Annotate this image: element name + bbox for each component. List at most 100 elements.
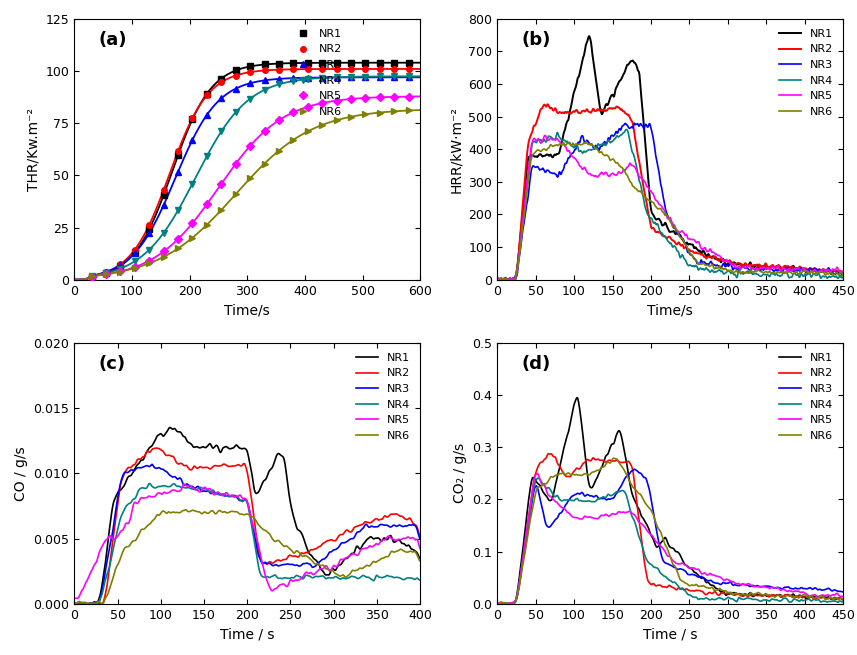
NR4 <box>116 265 126 272</box>
Line: NR3: NR3 <box>75 464 420 604</box>
NR1 <box>572 394 583 402</box>
NR4 <box>762 596 772 604</box>
NR3 <box>332 73 342 81</box>
NR4 <box>144 246 154 253</box>
NR6 <box>90 600 100 608</box>
NR3 <box>360 73 370 81</box>
NR2 <box>101 268 111 276</box>
NR6 <box>838 597 848 605</box>
NR1 <box>368 534 378 542</box>
NR2 <box>279 555 290 563</box>
Y-axis label: HRR/kW·m⁻²: HRR/kW·m⁻² <box>449 106 463 193</box>
NR4 <box>389 73 399 81</box>
NR6 <box>404 107 414 115</box>
NR3 <box>528 162 538 170</box>
Line: NR2: NR2 <box>497 104 843 280</box>
NR5 <box>288 108 298 116</box>
NR4 <box>632 527 643 535</box>
NR5 <box>332 97 342 105</box>
NR4 <box>528 138 538 146</box>
NR2 <box>90 599 100 607</box>
Text: (c): (c) <box>99 355 126 373</box>
NR5 <box>333 562 343 570</box>
NR3 <box>70 600 81 608</box>
NR6 <box>173 244 183 252</box>
NR3 <box>291 561 301 569</box>
NR5 <box>280 582 291 590</box>
NR3 <box>368 523 378 531</box>
NR1 <box>645 200 656 208</box>
NR1 <box>303 59 313 67</box>
NR2 <box>245 68 255 76</box>
NR1 <box>584 32 594 40</box>
NR1 <box>360 59 370 67</box>
NR1 <box>415 555 425 563</box>
NR3 <box>288 74 298 82</box>
NR3 <box>260 77 270 84</box>
NR3 <box>769 584 779 592</box>
Line: NR6: NR6 <box>75 510 420 604</box>
NR5 <box>91 559 101 567</box>
NR5 <box>303 103 313 111</box>
Line: NR4: NR4 <box>497 478 843 604</box>
NR3 <box>629 119 639 127</box>
NR2 <box>838 269 848 277</box>
NR6 <box>303 128 313 136</box>
Line: NR2: NR2 <box>497 454 843 604</box>
NR1 <box>129 248 140 256</box>
NR1 <box>528 474 538 481</box>
NR6 <box>260 160 270 168</box>
NR4 <box>216 128 226 136</box>
NR2 <box>173 147 183 155</box>
NR2 <box>332 534 342 542</box>
NR2 <box>730 260 740 268</box>
Line: NR5: NR5 <box>497 136 843 280</box>
NR3 <box>528 493 538 500</box>
NR5 <box>838 269 848 276</box>
NR2 <box>769 262 779 270</box>
NR3 <box>645 121 656 129</box>
NR2 <box>404 65 414 73</box>
NR3 <box>333 544 343 552</box>
NR5 <box>360 94 370 102</box>
NR2 <box>151 444 161 452</box>
Text: (d): (d) <box>521 355 551 373</box>
Line: NR1: NR1 <box>75 428 420 604</box>
NR4 <box>632 170 643 178</box>
NR4 <box>375 73 385 81</box>
NR2 <box>201 92 212 100</box>
NR1 <box>288 59 298 67</box>
NR1 <box>159 191 169 199</box>
NR3 <box>389 73 399 81</box>
NR1 <box>91 599 101 607</box>
NR6 <box>527 505 537 513</box>
NR4 <box>231 108 241 116</box>
NR6 <box>69 600 80 608</box>
NR6 <box>838 272 848 280</box>
NR5 <box>763 584 773 591</box>
NR4 <box>290 572 300 580</box>
NR2 <box>492 600 502 608</box>
NR2 <box>303 66 313 73</box>
NR4 <box>492 600 502 608</box>
NR4 <box>763 271 773 278</box>
NR6 <box>762 591 772 599</box>
NR4 <box>260 86 270 94</box>
NR4 <box>87 272 97 280</box>
NR5 <box>69 594 80 602</box>
NR6 <box>231 190 241 198</box>
NR3 <box>375 73 385 81</box>
NR5 <box>346 95 357 103</box>
NR4 <box>188 179 198 187</box>
NR2 <box>69 600 80 608</box>
Line: NR1: NR1 <box>89 60 411 280</box>
NR2 <box>542 100 553 108</box>
NR6 <box>389 107 399 115</box>
NR4 <box>317 74 327 82</box>
NR1 <box>632 66 643 74</box>
NR6 <box>346 113 357 121</box>
NR6 <box>216 206 226 214</box>
NR2 <box>116 260 126 268</box>
NR4 <box>769 595 779 603</box>
NR2 <box>769 592 779 600</box>
